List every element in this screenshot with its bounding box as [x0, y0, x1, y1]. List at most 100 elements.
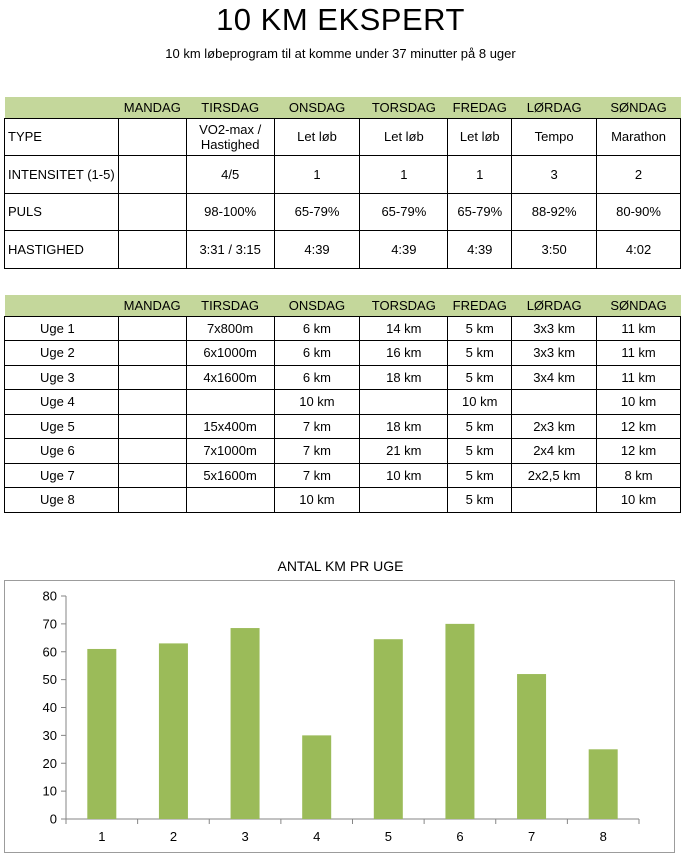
info-cell: 3:50 — [511, 230, 597, 269]
info-cell: Marathon — [596, 117, 681, 156]
week-cell — [185, 487, 274, 513]
week-cell: 5 km — [447, 315, 512, 341]
bar-week-8 — [588, 749, 618, 819]
week-cell: 6x1000m — [185, 340, 274, 366]
week-row-label: Uge 2 — [4, 340, 119, 366]
x-tick-label: 3 — [241, 829, 248, 844]
info-cell — [117, 117, 187, 156]
week-cell: 7 km — [273, 438, 360, 464]
day-header-1: MANDAG — [118, 295, 187, 316]
week-row: Uge 5 15x400m 7 km 18 km 5 km 2x3 km 12 km — [4, 414, 681, 439]
bar-week-5 — [373, 639, 403, 819]
week-cell: 2x3 km — [511, 414, 597, 439]
week-cell — [117, 463, 187, 488]
y-tick-label: 20 — [43, 756, 57, 771]
y-tick-label: 60 — [43, 644, 57, 659]
info-cell: 65-79% — [273, 193, 360, 231]
day-header-6: LØRDAG — [511, 295, 597, 316]
info-cell: 4/5 — [185, 155, 275, 194]
week-cell: 15x400m — [185, 414, 274, 439]
week-cell — [117, 340, 187, 366]
week-cell — [359, 487, 448, 513]
day-header-0 — [4, 295, 119, 316]
info-row-label: INTENSITET (1-5) — [4, 155, 119, 194]
week-cell: 7x800m — [185, 315, 274, 341]
week-cell: 3x4 km — [511, 365, 597, 390]
week-cell — [185, 389, 274, 415]
info-cell: Let løb — [273, 117, 360, 156]
day-header-row: MANDAG TIRSDAG ONSDAG TORSDAG FREDAG LØRDAG SØ… — [4, 97, 681, 118]
info-cell: 3:31 / 3:15 — [185, 230, 275, 269]
day-header-4: TORSDAG — [359, 97, 448, 118]
info-cell: 4:39 — [359, 230, 448, 269]
info-cell: 1 — [447, 155, 512, 194]
info-cell: 1 — [359, 155, 448, 194]
day-header-2: TIRSDAG — [186, 295, 274, 316]
x-tick-label: 7 — [528, 829, 535, 844]
day-header-5: FREDAG — [447, 295, 512, 316]
week-cell: 12 km — [596, 414, 681, 439]
km-per-week-chart: 0 10 20 30 40 50 60 70 80 1 2 3 4 5 6 7 8 — [43, 589, 640, 844]
info-cell: 80-90% — [596, 193, 681, 231]
week-row: Uge 3 4x1600m 6 km 18 km 5 km 3x4 km 11 km — [4, 365, 681, 390]
week-cell: 5 km — [447, 438, 512, 464]
info-cell: 65-79% — [359, 193, 448, 231]
week-cell: 5x1600m — [185, 463, 274, 488]
week-cell — [117, 389, 187, 415]
x-tick-label: 2 — [170, 829, 177, 844]
info-cell — [117, 193, 187, 231]
info-cell: 1 — [273, 155, 360, 194]
day-header-3: ONSDAG — [274, 97, 360, 118]
y-tick-label: 10 — [43, 784, 57, 799]
chart-area: 0 10 20 30 40 50 60 70 80 1 2 3 4 5 6 7 8 — [4, 580, 675, 853]
week-cell: 2x4 km — [511, 438, 597, 464]
week-cell: 10 km — [273, 389, 360, 415]
week-cell: 8 km — [596, 463, 681, 488]
y-tick-label: 80 — [43, 589, 57, 604]
page-subtitle: 10 km løbeprogram til at komme under 37 … — [165, 46, 516, 61]
y-tick-label: 50 — [43, 672, 57, 687]
bar-week-2 — [158, 643, 188, 819]
info-row: TYPE VO2-max / Hastighed Let løb Let løb Let… — [4, 117, 681, 156]
week-cell: 2x2,5 km — [511, 463, 597, 488]
info-cell: 4:02 — [596, 230, 681, 269]
info-cell — [117, 155, 187, 194]
week-cell — [117, 414, 187, 439]
weekly-plan-table: MANDAG TIRSDAG ONSDAG TORSDAG FREDAG LØRDAG SØ… — [4, 295, 681, 513]
week-cell: 14 km — [359, 315, 448, 341]
week-row: Uge 7 5x1600m 7 km 10 km 5 km 2x2,5 km 8 km — [4, 463, 681, 488]
week-cell: 10 km — [447, 389, 512, 415]
bar-week-6 — [445, 623, 475, 819]
bar-week-7 — [517, 674, 547, 819]
week-cell: 10 km — [596, 389, 681, 415]
week-row: Uge 1 7x800m 6 km 14 km 5 km 3x3 km 11 km — [4, 315, 681, 341]
week-cell: 6 km — [273, 365, 360, 390]
week-row-label: Uge 1 — [4, 315, 119, 341]
day-header-5: FREDAG — [447, 97, 512, 118]
week-cell: 11 km — [596, 365, 681, 390]
x-tick-label: 4 — [313, 829, 320, 844]
info-cell: 4:39 — [273, 230, 360, 269]
week-row: Uge 4 10 km 10 km 10 km — [4, 389, 681, 415]
bar-week-1 — [87, 648, 117, 819]
info-cell: 2 — [596, 155, 681, 194]
info-row: INTENSITET (1-5) 4/5 1 1 1 3 2 — [4, 155, 681, 194]
info-cell: Tempo — [511, 117, 597, 156]
info-row-label: PULS — [4, 193, 119, 231]
day-header-7: SØNDAG — [596, 97, 681, 118]
week-cell: 6 km — [273, 315, 360, 341]
y-tick-label: 70 — [43, 616, 57, 631]
info-cell: 88-92% — [511, 193, 597, 231]
x-tick-label: 5 — [385, 829, 392, 844]
week-cell: 3x3 km — [511, 315, 597, 341]
week-cell: 16 km — [359, 340, 448, 366]
week-row: Uge 8 10 km 5 km 10 km — [4, 487, 681, 513]
day-header-0 — [4, 97, 119, 118]
x-tick-label: 6 — [456, 829, 463, 844]
week-cell — [117, 438, 187, 464]
week-cell: 11 km — [596, 315, 681, 341]
week-cell: 7 km — [273, 463, 360, 488]
day-header-6: LØRDAG — [511, 97, 597, 118]
week-row-label: Uge 7 — [4, 463, 119, 488]
week-cell — [511, 389, 597, 415]
